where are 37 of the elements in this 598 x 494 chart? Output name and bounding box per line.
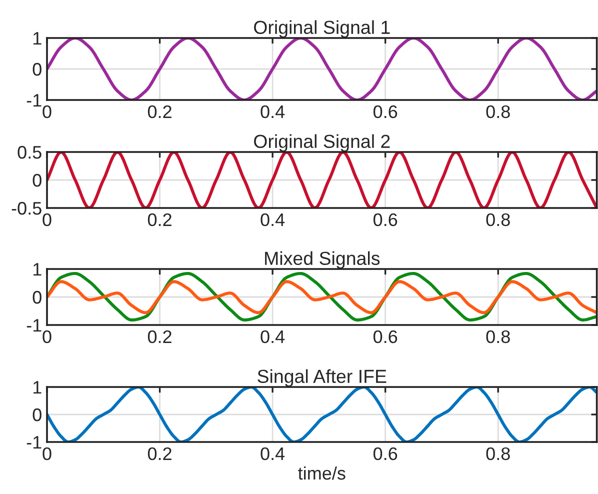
x-tick-label: 0.6 — [374, 447, 398, 460]
y-tick-label: -1 — [26, 436, 42, 449]
chart-title: Mixed Signals — [265, 251, 380, 269]
y-tick-label: 0 — [32, 290, 42, 304]
x-axis-title: time/s — [298, 466, 346, 480]
y-tick-label: 0 — [32, 174, 42, 187]
x-tick-label: 0.4 — [260, 330, 285, 344]
y-tick-label: -0.5 — [12, 202, 42, 215]
y-tick-label: 1 — [33, 32, 42, 45]
y-tick-label: 0.5 — [18, 146, 42, 159]
x-tick-label: 0.4 — [260, 213, 285, 226]
x-tick-label: 0.2 — [148, 105, 172, 118]
x-tick-label: 0.6 — [374, 330, 398, 344]
y-tick-label: 0 — [32, 408, 42, 422]
x-tick-label: 0.8 — [486, 213, 510, 226]
x-tick-label: 0.2 — [148, 213, 172, 226]
y-tick-label: 1 — [33, 263, 42, 276]
x-tick-label: 0.2 — [148, 330, 172, 344]
x-tick-label: 0.4 — [260, 105, 285, 118]
y-tick-label: -1 — [26, 319, 42, 332]
x-tick-label: 0.6 — [374, 105, 398, 118]
chart-title: Original Signal 1 — [254, 20, 390, 38]
x-tick-label: 0 — [42, 105, 52, 118]
x-tick-label: 0.2 — [148, 447, 172, 460]
x-tick-label: 0 — [42, 213, 52, 226]
chart-title: Original Signal 2 — [254, 134, 390, 152]
x-tick-label: 0.4 — [260, 447, 285, 460]
x-tick-label: 0 — [42, 447, 52, 460]
x-tick-label: 0.6 — [374, 213, 398, 226]
x-tick-label: 0.8 — [486, 105, 510, 118]
y-tick-label: 0 — [32, 62, 42, 76]
chart-title: Singal After IFE — [258, 369, 386, 387]
x-tick-label: 0.8 — [486, 447, 510, 460]
x-tick-label: 0.8 — [486, 330, 510, 344]
y-tick-label: -1 — [26, 94, 42, 107]
y-tick-label: 1 — [33, 381, 42, 394]
x-tick-label: 0 — [42, 330, 52, 344]
